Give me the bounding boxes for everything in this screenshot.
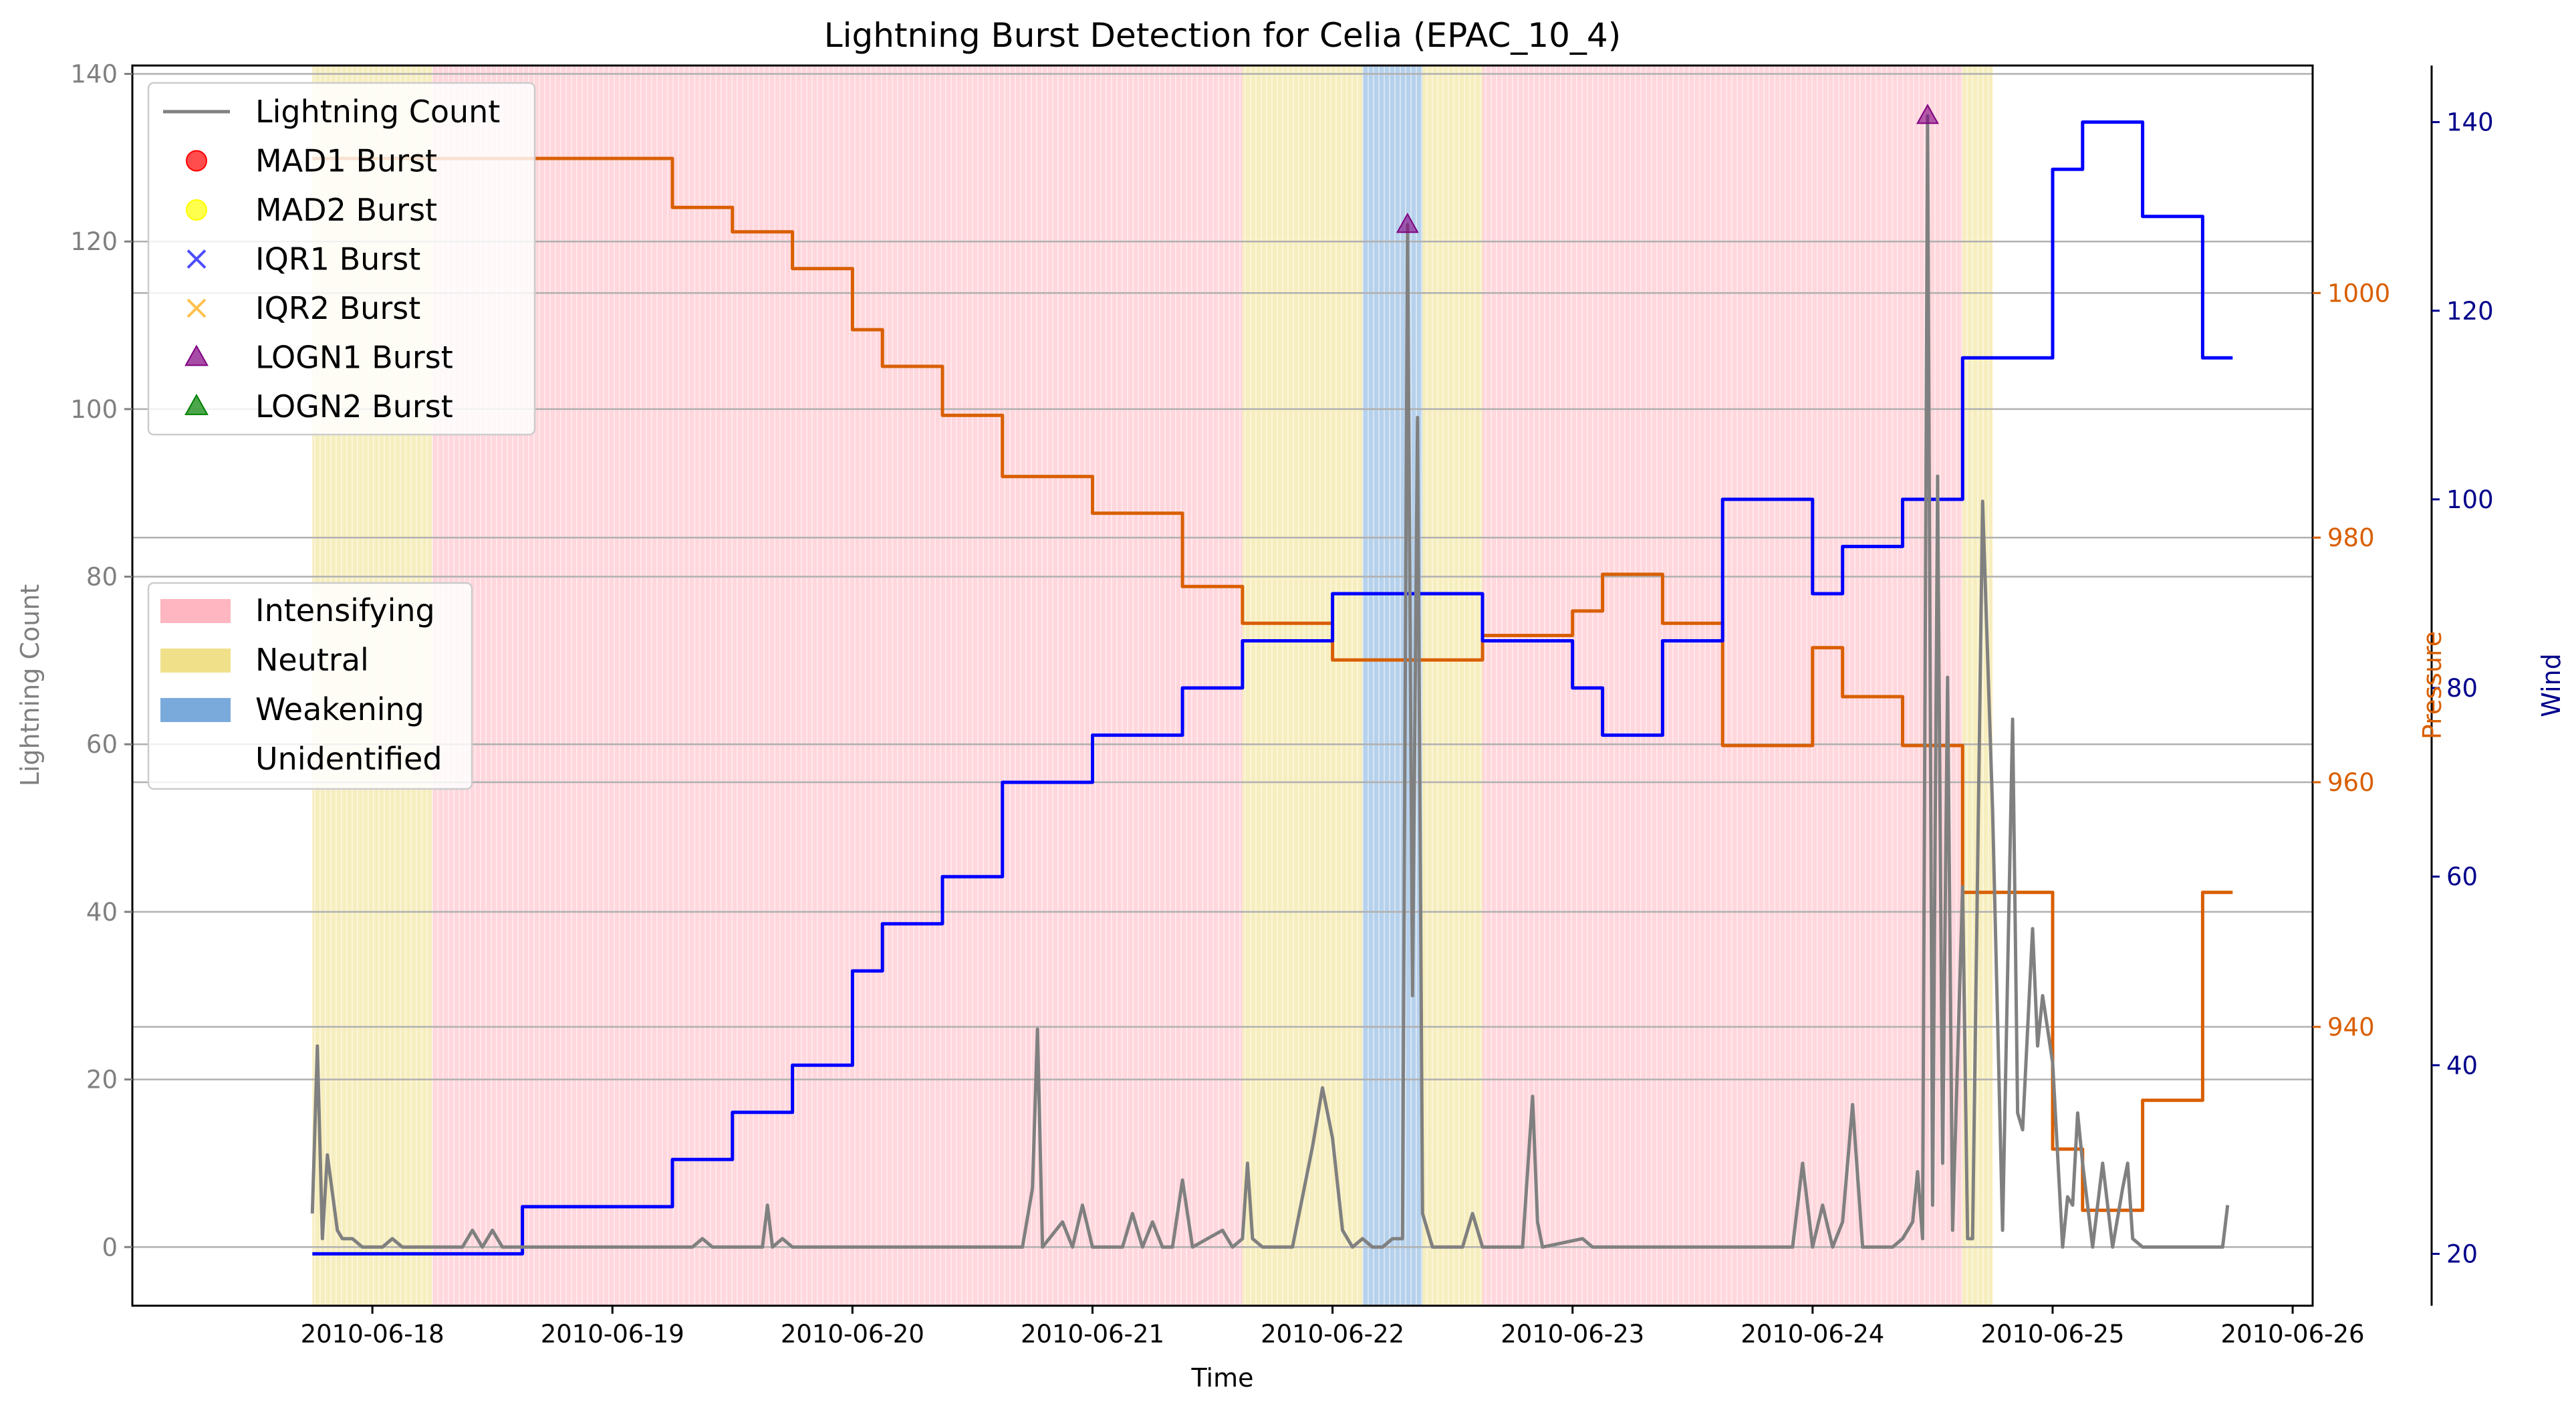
y3-tick-label: 40	[2446, 1051, 2478, 1080]
legend-label: LOGN2 Burst	[255, 388, 453, 425]
y-tick-label: 0	[102, 1233, 118, 1262]
phase-band-weakening	[1362, 66, 1423, 1306]
legend-swatch-weakening	[160, 698, 231, 722]
y-tick-label: 100	[70, 395, 118, 424]
x-tick-label: 2010-06-23	[1501, 1320, 1644, 1349]
burst-marker-2	[1916, 104, 1939, 124]
y3-tick-label: 100	[2446, 485, 2494, 514]
y2-tick-label: 1000	[2327, 279, 2390, 308]
y2-axis-label: Pressure	[2418, 631, 2447, 739]
y-tick-label: 60	[86, 730, 118, 759]
burst-marker-1	[1396, 213, 1419, 233]
legend-markers-box	[147, 82, 536, 436]
x-tick-label: 2010-06-20	[781, 1320, 924, 1349]
series-line-lightning-count	[310, 114, 2230, 1249]
legend-swatch-neutral	[160, 649, 231, 673]
legend-label: IQR2 Burst	[255, 290, 420, 326]
legend-label: MAD2 Burst	[255, 192, 437, 228]
plot-frame	[131, 64, 2314, 1307]
y2-tick-label: 960	[2327, 768, 2375, 797]
y2-tick-label: 940	[2327, 1013, 2375, 1042]
y3-tick-label: 80	[2446, 674, 2478, 703]
y2-tick-label: 980	[2327, 523, 2375, 552]
y-axis-label: Lightning Count	[15, 584, 45, 787]
legend-symbol-6	[184, 344, 209, 366]
x-tick-label: 2010-06-19	[541, 1320, 684, 1349]
burst-markers	[1396, 104, 1939, 233]
phase-band-intensifying	[432, 66, 1243, 1306]
series-line-pressure	[312, 156, 2233, 1212]
legend-swatch-intensifying	[160, 599, 231, 623]
y-tick-label: 120	[70, 227, 118, 256]
x-axis-label: Time	[1191, 1363, 1254, 1393]
x-tick-label: 2010-06-24	[1741, 1320, 1884, 1349]
legend-symbol-4	[186, 249, 207, 269]
phase-band-neutral	[1422, 66, 1483, 1306]
chart-title: Lightning Burst Detection for Celia (EPA…	[824, 16, 1621, 55]
x-tick-label: 2010-06-26	[2221, 1320, 2365, 1349]
y3-tick-label: 60	[2446, 862, 2478, 891]
series-lines	[310, 114, 2233, 1256]
legend-swatch-unidentified	[160, 747, 231, 772]
y-tick-label: 40	[86, 898, 118, 927]
y3-tick-label: 140	[2446, 108, 2494, 137]
x-tick-label: 2010-06-21	[1021, 1320, 1164, 1349]
legend-label: Weakening	[255, 691, 424, 727]
legend-label: IQR1 Burst	[255, 241, 420, 277]
phase-band-neutral	[1242, 66, 1363, 1306]
legend-label: LOGN1 Burst	[255, 340, 453, 376]
y3-tick-label: 20	[2446, 1240, 2478, 1268]
legend-label: Lightning Count	[255, 94, 500, 130]
legend-label: Intensifying	[255, 592, 435, 628]
y-tick-label: 80	[86, 563, 118, 592]
legend-label: Unidentified	[255, 741, 442, 777]
legend-symbol-2	[186, 150, 207, 172]
y3-tick-label: 120	[2446, 297, 2494, 326]
legend-symbol-5	[186, 298, 207, 318]
phase-bands	[312, 66, 1993, 1306]
axes: 2010-06-18 2010-06-19 2010-06-20 2010-06-21…	[70, 60, 2493, 1349]
series-line-wind	[312, 120, 2233, 1256]
legend-symbol-3	[186, 199, 207, 221]
legend-phases: Intensifying Neutral Weakening Unidentified	[147, 582, 473, 790]
x-tick-label: 2010-06-18	[301, 1320, 444, 1349]
legend-symbol-7	[184, 393, 209, 415]
y-tick-label: 20	[86, 1066, 118, 1094]
legend-phases-box	[147, 582, 473, 790]
legend-label: Neutral	[255, 642, 369, 678]
legend-markers: Lightning Count MAD1 Burst MAD2 Burst IQR1 …	[147, 82, 536, 436]
y3-axis-label: Wind	[2537, 653, 2566, 717]
x-tick-label: 2010-06-25	[1980, 1320, 2124, 1349]
x-tick-label: 2010-06-22	[1261, 1320, 1404, 1349]
legend-label: MAD1 Burst	[255, 143, 437, 179]
y-tick-label: 140	[70, 60, 118, 89]
